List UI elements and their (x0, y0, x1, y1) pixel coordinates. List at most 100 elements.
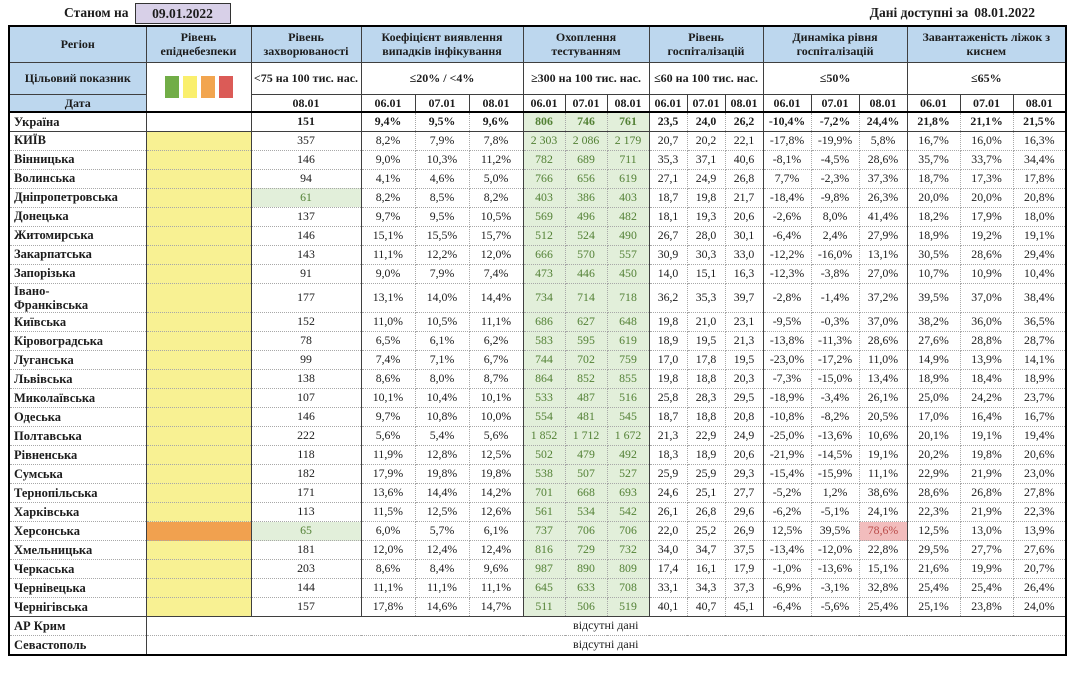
group-header-testing: Охоплення тестуванням (522, 25, 650, 63)
hospitalization-cell: 26,8 (725, 169, 764, 189)
hospitalization-cell: 26,9 (725, 521, 764, 542)
dynamics-cell: -14,5% (811, 445, 860, 466)
beds-cell: 21,5% (1013, 112, 1067, 132)
testing-cell: 481 (565, 407, 608, 428)
hospitalization-cell: 23,1 (725, 312, 764, 333)
beds-cell: 16,0% (960, 131, 1014, 151)
detection-cell: 11,2% (469, 150, 524, 170)
detection-cell: 9,5% (415, 207, 470, 227)
testing-cell: 627 (565, 312, 608, 333)
hospitalization-cell: 37,5 (725, 540, 764, 561)
beds-cell: 13,9% (960, 350, 1014, 371)
table-row: Севастополь відсутні дані (9, 635, 1067, 656)
incidence-cell: 157 (251, 597, 362, 618)
testing-cell: 1 852 (523, 426, 566, 447)
beds-cell: 18,0% (1013, 207, 1067, 227)
date-cell: 06.01 (522, 93, 566, 113)
danger-level-cell (146, 131, 252, 151)
dynamics-cell: -3,1% (811, 578, 860, 599)
dynamics-cell: 28,6% (859, 150, 908, 170)
group-header-dynamics: Динаміка рівня госпіталізацій (762, 25, 908, 63)
region-name-cell: Сумська (9, 464, 147, 485)
dynamics-cell: -17,8% (763, 131, 812, 151)
danger-level-cell (146, 502, 252, 523)
table-body: Україна 151 9,4% 9,5% 9,6% 806 746 761 23,5 24,0 2… (9, 112, 1067, 656)
dynamics-cell: -13,8% (763, 331, 812, 352)
detection-cell: 4,6% (415, 169, 470, 189)
detection-cell: 7,1% (415, 350, 470, 371)
detection-cell: 6,5% (361, 331, 416, 352)
danger-level-cell (146, 388, 252, 409)
dynamics-cell: 25,4% (859, 597, 908, 618)
danger-green-swatch (164, 75, 179, 98)
target-testing: ≥300 на 100 тис. нас. (522, 61, 650, 95)
testing-cell: 545 (607, 407, 650, 428)
dynamics-cell: 20,5% (859, 407, 908, 428)
hospitalization-cell: 22,1 (725, 131, 764, 151)
dynamics-cell: -9,8% (811, 188, 860, 208)
available-date: 08.01.2022 (974, 5, 1035, 20)
date-cell: 08.01 (858, 93, 908, 113)
hospitalization-cell: 25,2 (687, 521, 726, 542)
beds-cell: 20,0% (960, 188, 1014, 208)
region-name-cell: Волинська (9, 169, 147, 189)
danger-level-cell (146, 464, 252, 485)
testing-cell: 702 (565, 350, 608, 371)
detection-cell: 6,1% (415, 331, 470, 352)
region-name-cell: Україна (9, 112, 147, 132)
detection-cell: 14,7% (469, 597, 524, 618)
table-row: Дніпропетровська 61 8,2% 8,5% 8,2% 403 386 403 1… (9, 188, 1067, 208)
hospitalization-cell: 18,1 (649, 207, 688, 227)
table-row: Вінницька 146 9,0% 10,3% 11,2% 782 689 711 35,3 3… (9, 150, 1067, 170)
detection-cell: 11,1% (361, 245, 416, 265)
target-dynamics: ≤50% (762, 61, 908, 95)
testing-cell: 619 (607, 331, 650, 352)
dynamics-cell: 2,4% (811, 226, 860, 246)
hospitalization-cell: 20,2 (687, 131, 726, 151)
hospitalization-cell: 36,2 (649, 283, 688, 314)
testing-cell: 732 (607, 540, 650, 561)
dynamics-cell: -7,3% (763, 369, 812, 390)
beds-cell: 23,0% (1013, 464, 1067, 485)
beds-cell: 10,4% (1013, 264, 1067, 284)
beds-cell: 20,2% (907, 445, 961, 466)
testing-cell: 718 (607, 283, 650, 314)
region-name-cell: Запорізька (9, 264, 147, 284)
target-detection: ≤20% / <4% (360, 61, 524, 95)
region-name-cell: Черкаська (9, 559, 147, 580)
testing-cell: 533 (523, 388, 566, 409)
epidemic-danger-table: Регіон Рівень епіднебезпеки Рівень захво… (8, 25, 1068, 656)
testing-cell: 403 (607, 188, 650, 208)
beds-cell: 16,7% (1013, 407, 1067, 428)
testing-cell: 734 (523, 283, 566, 314)
detection-cell: 9,6% (469, 112, 524, 132)
dynamics-cell: -15,9% (811, 464, 860, 485)
beds-cell: 16,3% (1013, 131, 1067, 151)
beds-cell: 38,2% (907, 312, 961, 333)
detection-cell: 9,0% (361, 150, 416, 170)
table-row: Івано- Франківська 177 13,1% 14,0% 14,4% 734 7… (9, 283, 1067, 314)
date-cell: 07.01 (959, 93, 1014, 113)
dynamics-cell: -13,6% (811, 559, 860, 580)
dynamics-cell: -10,8% (763, 407, 812, 428)
hospitalization-cell: 20,3 (725, 369, 764, 390)
testing-cell: 2 179 (607, 131, 650, 151)
incidence-cell: 65 (251, 521, 362, 542)
hospitalization-cell: 40,6 (725, 150, 764, 170)
danger-level-cell (146, 264, 252, 284)
dynamics-cell: -1,4% (811, 283, 860, 314)
beds-cell: 18,4% (960, 369, 1014, 390)
beds-cell: 16,7% (907, 131, 961, 151)
table-row: Рівненська 118 11,9% 12,8% 12,5% 502 479 492 18,… (9, 445, 1067, 466)
beds-cell: 22,9% (907, 464, 961, 485)
target-incidence: <75 на 100 тис. нас. (250, 61, 362, 95)
dynamics-cell: -6,2% (763, 502, 812, 523)
beds-cell: 18,2% (907, 207, 961, 227)
dynamics-cell: 13,4% (859, 369, 908, 390)
beds-cell: 28,8% (960, 331, 1014, 352)
dynamics-cell: -18,9% (763, 388, 812, 409)
beds-cell: 18,7% (907, 169, 961, 189)
detection-cell: 5,6% (469, 426, 524, 447)
hospitalization-cell: 19,8 (649, 369, 688, 390)
hospitalization-cell: 29,3 (725, 464, 764, 485)
